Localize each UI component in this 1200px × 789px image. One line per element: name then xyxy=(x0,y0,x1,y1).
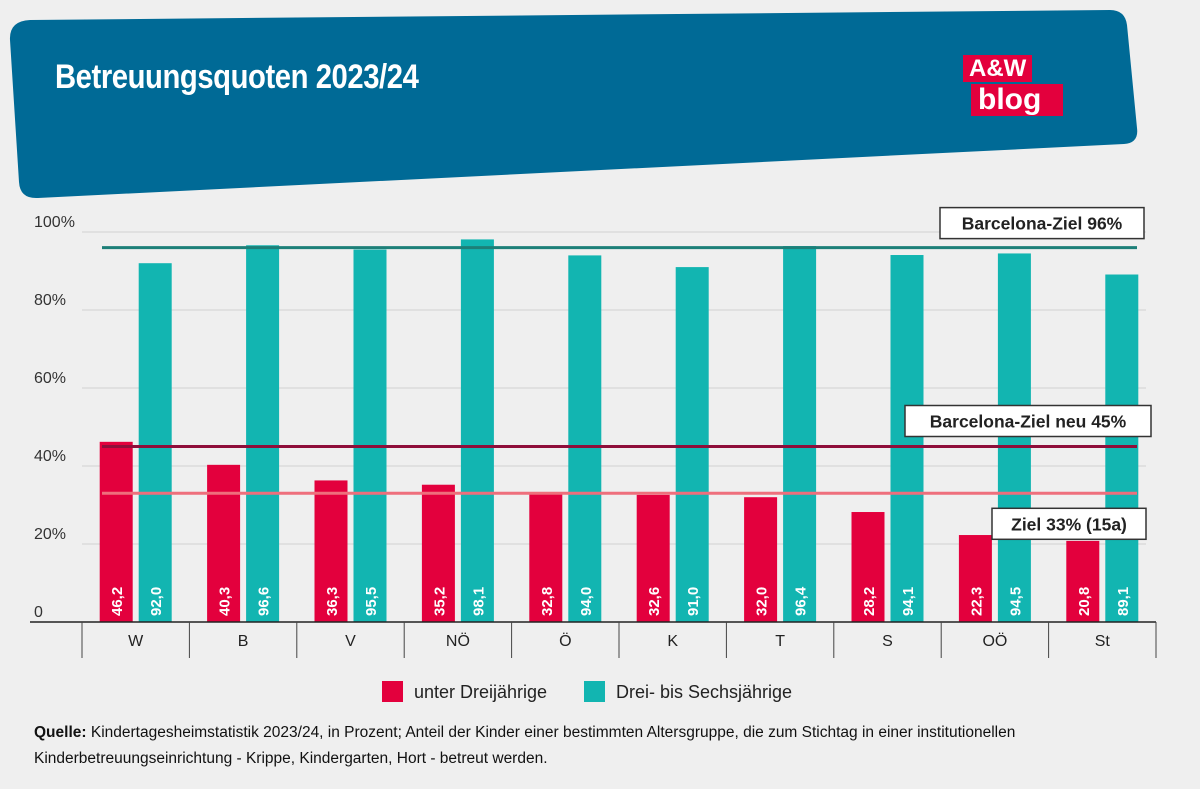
bar-value-label: 36,3 xyxy=(324,587,341,616)
x-category-label: K xyxy=(667,633,678,650)
bar-under3 xyxy=(851,512,885,622)
bar-three-to-six xyxy=(138,263,172,622)
bar-three-to-six xyxy=(568,255,602,622)
reference-label: Barcelona-Ziel neu 45% xyxy=(930,412,1127,432)
bar-value-label: 95,5 xyxy=(363,587,380,616)
bar-value-label: 94,0 xyxy=(578,587,595,616)
bar-under3 xyxy=(207,464,241,622)
banner-shape xyxy=(9,10,1138,199)
bar-value-label: 92,0 xyxy=(148,587,165,616)
bar-value-label: 40,3 xyxy=(217,587,234,616)
bar-value-label: 96,6 xyxy=(256,587,273,616)
legend-swatch xyxy=(382,681,403,702)
bar-value-label: 22,3 xyxy=(968,587,985,616)
source-label: Quelle: xyxy=(34,724,87,741)
bar-value-label: 94,1 xyxy=(900,587,917,616)
reference-label-box xyxy=(939,206,1145,240)
reference-label-box xyxy=(904,404,1152,438)
x-category-label: NÖ xyxy=(446,632,470,650)
bar-value-label: 94,5 xyxy=(1007,587,1024,616)
reference-label: Ziel 33% (15a) xyxy=(1011,514,1127,534)
reference-label: Barcelona-Ziel 96% xyxy=(962,214,1123,234)
bar-under3 xyxy=(529,494,563,622)
page-title: Betreuungsquoten 2023/24 xyxy=(55,58,419,96)
bar-three-to-six xyxy=(353,249,387,623)
x-category-label: T xyxy=(775,633,785,650)
bar-three-to-six xyxy=(675,267,709,622)
y-tick-label: 100% xyxy=(34,214,75,231)
y-tick-label: 60% xyxy=(34,370,66,387)
source-note: Quelle: Kindertagesheimstatistik 2023/24… xyxy=(34,720,1174,772)
logo-top: A&W xyxy=(963,55,1033,82)
x-category-label: V xyxy=(345,633,356,650)
bar-under3 xyxy=(99,441,133,622)
bar-under3 xyxy=(314,480,348,622)
x-category-label: St xyxy=(1095,633,1111,650)
reference-label-box xyxy=(991,507,1147,541)
logo-bottom: blog xyxy=(971,84,1063,116)
source-text: Kindertagesheimstatistik 2023/24, in Pro… xyxy=(34,724,1016,767)
x-category-label: Ö xyxy=(559,632,571,650)
y-tick-label: 20% xyxy=(34,526,66,543)
legend-swatch xyxy=(584,681,605,702)
bar-value-label: 28,2 xyxy=(861,587,878,616)
bar-three-to-six xyxy=(246,245,280,622)
bar-under3 xyxy=(636,494,670,622)
legend-label: unter Dreijährige xyxy=(414,682,547,702)
bar-three-to-six xyxy=(783,246,817,623)
x-category-label: OÖ xyxy=(982,632,1007,650)
legend-label: Drei- bis Sechsjährige xyxy=(616,682,792,702)
bar-three-to-six xyxy=(890,255,924,622)
y-tick-label: 0 xyxy=(34,604,43,621)
bar-value-label: 98,1 xyxy=(470,587,487,616)
header-banner xyxy=(9,10,1138,199)
bar-value-label: 35,2 xyxy=(431,587,448,616)
bar-under3 xyxy=(1066,540,1100,622)
bar-value-label: 46,2 xyxy=(109,587,126,616)
bar-under3 xyxy=(958,535,992,622)
bar-value-label: 20,8 xyxy=(1076,587,1093,616)
bar-three-to-six xyxy=(1105,274,1139,622)
y-tick-label: 40% xyxy=(34,448,66,465)
bar-value-label: 89,1 xyxy=(1115,587,1132,616)
bar-three-to-six xyxy=(997,253,1031,622)
bar-value-label: 32,6 xyxy=(646,587,663,616)
bar-three-to-six xyxy=(460,239,494,622)
x-category-label: B xyxy=(238,633,249,650)
bar-under3 xyxy=(744,497,778,622)
bar-value-label: 32,8 xyxy=(539,587,556,616)
bar-under3 xyxy=(421,484,455,622)
bar-value-label: 91,0 xyxy=(685,587,702,616)
y-tick-label: 80% xyxy=(34,292,66,309)
bar-value-label: 32,0 xyxy=(754,587,771,616)
bar-value-label: 96,4 xyxy=(793,586,810,616)
x-category-label: W xyxy=(128,633,144,650)
aw-blog-logo: A&W blog xyxy=(957,55,1063,116)
x-category-label: S xyxy=(882,633,893,650)
